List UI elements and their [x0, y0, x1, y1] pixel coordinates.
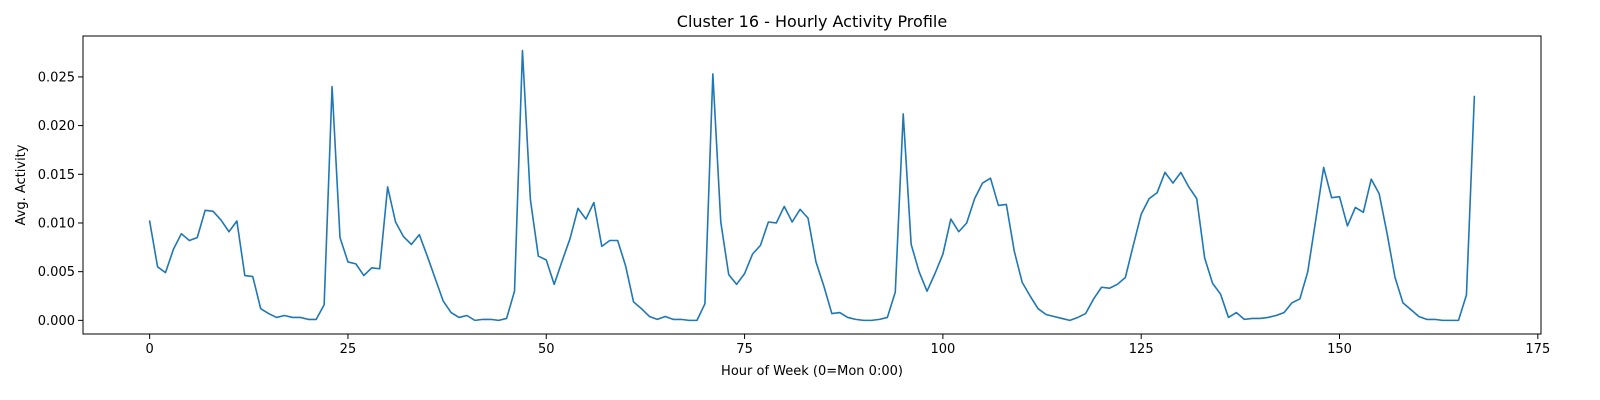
x-tick-label: 50	[538, 342, 555, 357]
plot-area: 0 25 50 75 100 125 150 175 0.000 0.005 0.010 0.015 0…	[38, 35, 1550, 357]
y-tick-label: 0.025	[38, 70, 75, 85]
x-tick-label: 0	[145, 342, 153, 357]
x-tick-label: 125	[1129, 342, 1154, 357]
y-tick-label: 0.015	[38, 168, 75, 183]
y-tick-label: 0.010	[38, 216, 75, 231]
y-tick-label: 0.020	[38, 119, 75, 134]
y-axis-title: Avg. Activity	[14, 144, 29, 225]
x-tick-label: 150	[1327, 342, 1352, 357]
x-tick-label: 25	[340, 342, 357, 357]
x-tick-label: 175	[1525, 342, 1550, 357]
chart-title: Cluster 16 - Hourly Activity Profile	[677, 12, 947, 31]
series-line	[148, 49, 1476, 322]
y-tick-label: 0.005	[38, 265, 75, 280]
plot-frame	[82, 35, 1542, 335]
x-tick-label: 100	[930, 342, 955, 357]
x-tick-label: 75	[736, 342, 753, 357]
y-tick-label: 0.000	[38, 314, 75, 329]
x-axis-title: Hour of Week (0=Mon 0:00)	[721, 364, 903, 379]
